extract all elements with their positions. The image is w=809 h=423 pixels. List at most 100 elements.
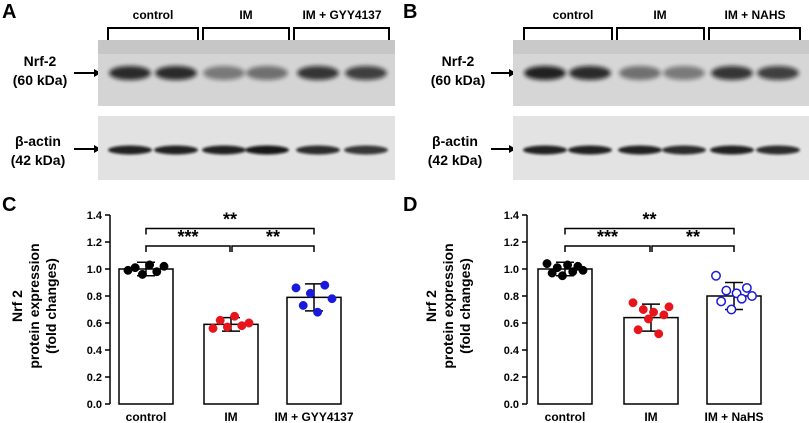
y-tick-label: 0.8 <box>87 291 102 303</box>
blot-band <box>757 66 799 80</box>
group-label-treatment: IM + NAHS <box>724 8 785 22</box>
data-point <box>145 260 155 270</box>
data-point <box>152 267 162 277</box>
group-bracket-control <box>523 27 613 40</box>
data-point <box>542 259 552 269</box>
significance-bracket <box>145 245 231 253</box>
y-axis-label: Nrf 2 protein expression (fold changes) <box>9 243 59 368</box>
x-tick-label: IM <box>224 410 237 423</box>
y-tick-label: 0.6 <box>87 318 102 330</box>
significance-label: ** <box>686 227 700 247</box>
panel-letter-b: B <box>403 1 417 23</box>
group-label-treatment: IM + GYY4137 <box>302 8 381 22</box>
arrow-nrf2-head <box>94 69 101 77</box>
y-tick-label: 1.4 <box>87 210 103 222</box>
blot-band <box>523 145 567 155</box>
data-point <box>736 293 747 304</box>
data-point <box>721 285 732 296</box>
y-tick-label: 0.2 <box>87 372 102 384</box>
x-tick-label: IM <box>644 410 657 423</box>
group-label-im: IM <box>653 8 666 22</box>
protein-label-actin: β-actin <box>15 133 61 149</box>
bar <box>706 295 762 405</box>
significance-bracket <box>564 245 651 253</box>
blot-band <box>203 66 245 80</box>
blot-membrane-nrf2-top <box>98 40 395 54</box>
data-point <box>633 325 643 335</box>
data-point <box>664 302 674 312</box>
y-tick-label: 0.4 <box>504 345 520 357</box>
bar <box>537 268 593 405</box>
y-tick-label: 1.2 <box>87 237 102 249</box>
data-point <box>638 305 648 314</box>
y-axis-label-line3: (fold changes) <box>457 258 473 354</box>
data-point <box>547 268 557 278</box>
data-point <box>291 283 301 293</box>
data-point <box>649 307 659 317</box>
significance-bracket <box>651 245 735 253</box>
data-point <box>159 261 169 271</box>
significance-label: ** <box>223 210 237 230</box>
data-point <box>215 315 225 325</box>
protein-kda-actin: (42 kDa) <box>11 152 65 168</box>
group-bracket-treatment <box>293 27 390 40</box>
protein-label-nrf2: Nrf-2 <box>24 53 57 69</box>
blot-band <box>711 66 753 80</box>
blot-membrane-nrf2-top <box>513 40 809 54</box>
x-tick-label: control <box>126 410 167 423</box>
data-point <box>557 271 567 281</box>
y-tick-label: 1.0 <box>87 264 102 276</box>
y-axis-label: Nrf 2 protein expression (fold changes) <box>423 243 473 368</box>
blot-band <box>155 66 197 80</box>
data-point <box>716 296 727 307</box>
blot-band <box>524 66 566 80</box>
data-point <box>137 269 147 279</box>
data-point <box>563 260 573 270</box>
blot-bands-nrf2 <box>109 66 387 80</box>
bar <box>286 296 342 405</box>
data-point <box>654 329 664 339</box>
chart-c-plot: 0.0 0.2 0.4 0.6 0.8 1.0 1.2 1.4 control IM IM + GY… <box>87 210 354 423</box>
blot-band <box>710 145 754 155</box>
data-point <box>628 298 638 308</box>
data-point <box>726 304 737 315</box>
group-bracket-control <box>107 27 199 40</box>
data-point <box>222 322 232 332</box>
group-bracket-im <box>616 27 705 40</box>
y-tick-label: 0.0 <box>87 399 102 411</box>
y-axis-label-line3: (fold changes) <box>43 258 59 354</box>
data-point <box>568 267 578 277</box>
group-label-im: IM <box>239 8 252 22</box>
blot-band <box>618 145 662 155</box>
blot-band <box>756 145 800 155</box>
arrow-nrf2-head <box>509 69 516 77</box>
arrow-actin-head <box>94 145 101 153</box>
y-tick-label: 0.0 <box>504 399 519 411</box>
blot-band <box>245 145 289 155</box>
blot-band <box>663 66 705 80</box>
data-point <box>230 311 240 321</box>
protein-label-nrf2: Nrf-2 <box>442 53 475 69</box>
y-axis-label-line2: protein expression <box>440 243 456 368</box>
data-point <box>747 291 757 301</box>
significance-label: ** <box>266 227 280 247</box>
blot-band <box>568 145 612 155</box>
blot-band <box>109 66 151 80</box>
blot-band <box>662 145 706 155</box>
data-point <box>305 288 315 298</box>
blot-band <box>108 145 152 155</box>
x-tick-label: IM + GYY4137 <box>274 410 353 423</box>
arrow-actin-head <box>509 145 516 153</box>
bar <box>118 268 174 405</box>
significance-label: *** <box>177 227 198 247</box>
significance-label: ** <box>642 210 656 230</box>
data-point <box>320 280 330 290</box>
data-point <box>327 294 337 304</box>
data-point <box>552 263 562 273</box>
group-bracket-treatment <box>708 27 801 40</box>
panel-a: A control IM IM + GYY4137 Nrf-2 (60 kDa)… <box>2 1 395 180</box>
data-point <box>244 318 254 328</box>
data-point <box>130 263 140 273</box>
data-point <box>741 282 752 293</box>
protein-label-actin: β-actin <box>432 133 478 149</box>
